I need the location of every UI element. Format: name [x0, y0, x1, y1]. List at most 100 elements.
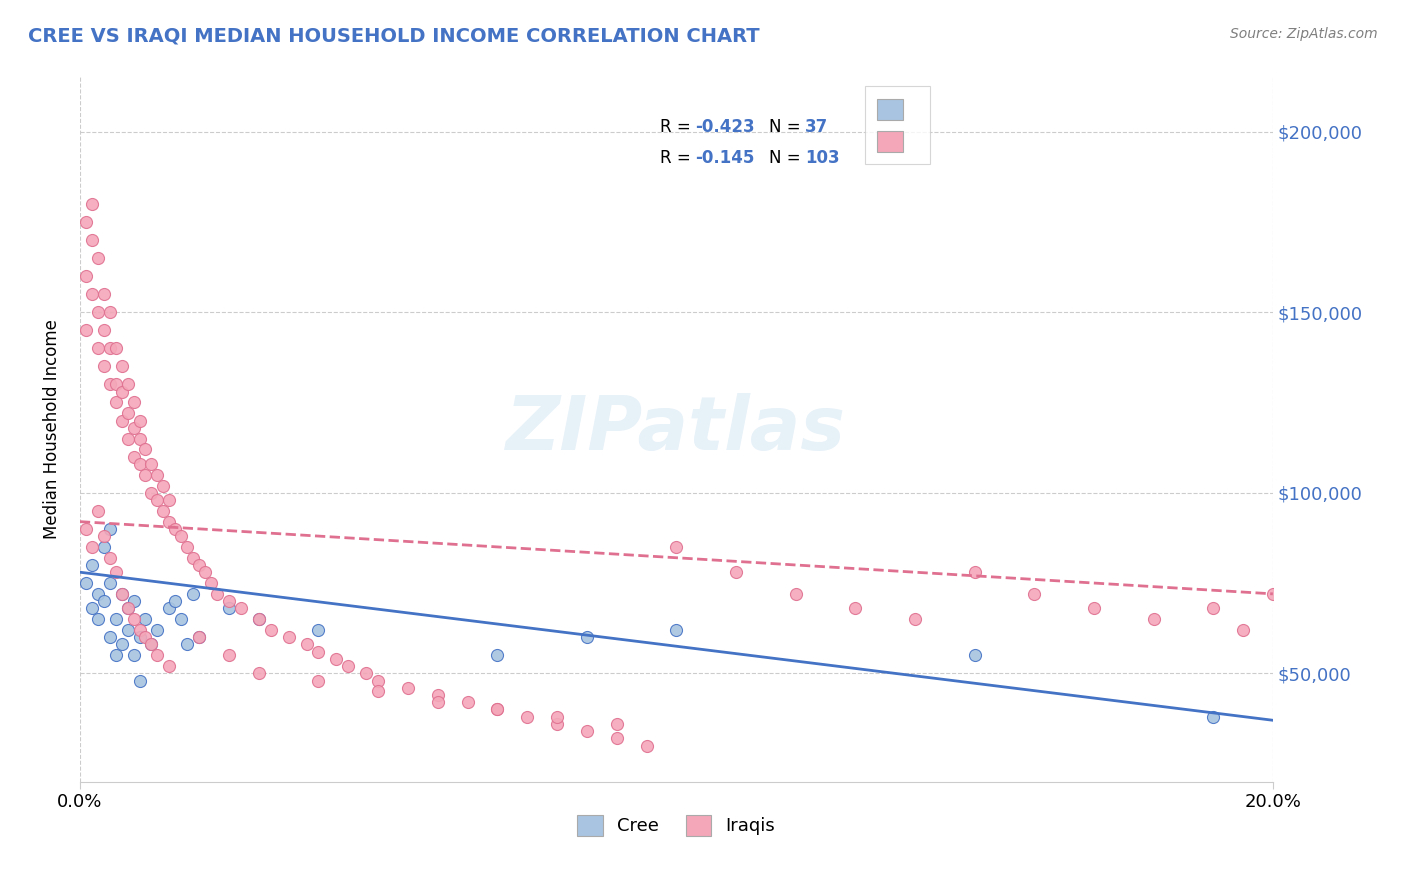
Point	[157, 601, 180, 615]
Point	[75, 268, 97, 283]
Point	[141, 637, 163, 651]
Point	[111, 637, 134, 651]
Point	[80, 601, 103, 615]
Point	[785, 587, 807, 601]
Point	[93, 323, 115, 337]
Text: Source: ZipAtlas.com: Source: ZipAtlas.com	[1230, 27, 1378, 41]
Text: R =: R =	[659, 149, 696, 168]
Legend: Cree, Iraqis: Cree, Iraqis	[569, 808, 783, 843]
Point	[93, 287, 115, 301]
Point	[146, 493, 169, 508]
Point	[165, 594, 187, 608]
Point	[117, 377, 139, 392]
Point	[1202, 709, 1225, 723]
Point	[111, 384, 134, 399]
Point	[122, 612, 145, 626]
Point	[606, 717, 628, 731]
Text: ZIPatlas: ZIPatlas	[506, 393, 846, 466]
Point	[111, 359, 134, 374]
Point	[122, 594, 145, 608]
Point	[111, 587, 134, 601]
Text: R =: R =	[659, 118, 696, 136]
Point	[98, 305, 121, 319]
Point	[194, 565, 217, 579]
Point	[963, 565, 986, 579]
Point	[134, 630, 156, 644]
Text: N =: N =	[769, 149, 806, 168]
Text: -0.145: -0.145	[696, 149, 755, 168]
Point	[1142, 612, 1164, 626]
Point	[1232, 623, 1254, 637]
Text: N =: N =	[769, 118, 806, 136]
Point	[141, 637, 163, 651]
Point	[152, 504, 174, 518]
Point	[247, 612, 270, 626]
Text: -0.423: -0.423	[696, 118, 755, 136]
Point	[218, 601, 240, 615]
Point	[844, 601, 866, 615]
Point	[104, 395, 127, 409]
Point	[117, 406, 139, 420]
Point	[354, 666, 377, 681]
Point	[486, 702, 509, 716]
Point	[636, 739, 658, 753]
Point	[80, 540, 103, 554]
Point	[80, 197, 103, 211]
Point	[146, 623, 169, 637]
Point	[75, 522, 97, 536]
Point	[575, 630, 598, 644]
Point	[157, 493, 180, 508]
Point	[157, 659, 180, 673]
Point	[93, 359, 115, 374]
Point	[98, 341, 121, 355]
Point	[104, 648, 127, 663]
Point	[218, 648, 240, 663]
Point	[87, 251, 110, 265]
Point	[146, 648, 169, 663]
Point	[134, 612, 156, 626]
Point	[325, 652, 347, 666]
Point	[308, 623, 330, 637]
Point	[486, 702, 509, 716]
Point	[218, 594, 240, 608]
Point	[75, 215, 97, 229]
Text: 37: 37	[806, 118, 828, 136]
Point	[170, 612, 193, 626]
Point	[104, 341, 127, 355]
Point	[87, 305, 110, 319]
Point	[117, 432, 139, 446]
Point	[98, 522, 121, 536]
Text: 103: 103	[806, 149, 839, 168]
Point	[157, 515, 180, 529]
Point	[1261, 587, 1284, 601]
Point	[80, 233, 103, 247]
Point	[134, 442, 156, 457]
Point	[104, 612, 127, 626]
Point	[1024, 587, 1046, 601]
Point	[128, 432, 150, 446]
Point	[104, 565, 127, 579]
Point	[152, 478, 174, 492]
Y-axis label: Median Household Income: Median Household Income	[44, 319, 60, 540]
Point	[98, 377, 121, 392]
Point	[426, 688, 449, 702]
Point	[181, 587, 204, 601]
Point	[87, 341, 110, 355]
Point	[337, 659, 360, 673]
Point	[205, 587, 228, 601]
Point	[176, 637, 198, 651]
Point	[575, 724, 598, 739]
Point	[111, 413, 134, 427]
Point	[80, 287, 103, 301]
Point	[229, 601, 252, 615]
Point	[188, 558, 211, 572]
Point	[128, 623, 150, 637]
Point	[724, 565, 747, 579]
Point	[141, 457, 163, 471]
Point	[117, 601, 139, 615]
Point	[87, 504, 110, 518]
Point	[396, 681, 419, 695]
Point	[665, 540, 688, 554]
Point	[75, 576, 97, 591]
Point	[98, 576, 121, 591]
